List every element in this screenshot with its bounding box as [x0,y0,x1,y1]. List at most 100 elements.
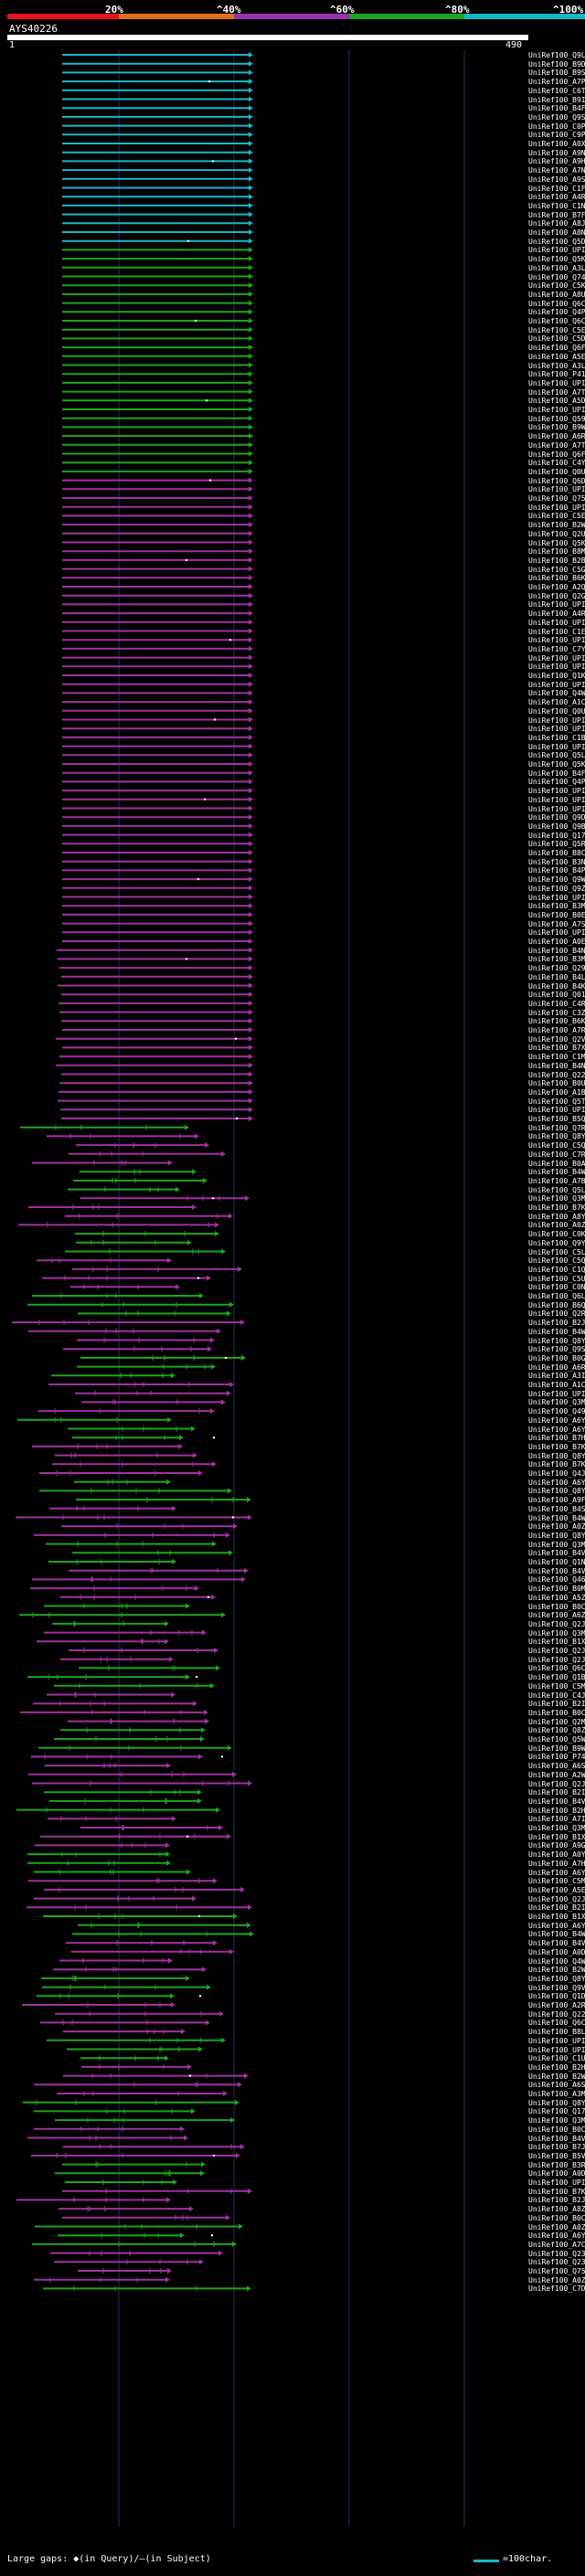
hit-label[interactable]: UniRef100_UPI000.. [528,742,585,751]
hit-label[interactable]: UniRef100_Q2V3U9 [528,1034,585,1044]
hit-row[interactable] [32,2241,237,2247]
hit-label[interactable]: UniRef100_B4W1D3 [528,1168,585,1177]
hit-row[interactable] [45,1763,171,1769]
hit-label[interactable]: UniRef100_B4KS05 [528,981,585,991]
hit-label[interactable]: UniRef100_Q9DEJ1 [528,813,585,822]
hit-row[interactable] [62,885,253,891]
hit-label[interactable]: UniRef100_A0ZL70 [528,2222,585,2231]
hit-row[interactable] [49,1505,176,1511]
hit-label[interactable]: UniRef100_Q0U7Q7 [528,467,585,476]
hit-row[interactable] [22,2002,176,2008]
hit-label[interactable]: UniRef100_C6TD87 [528,86,585,95]
hit-row[interactable] [62,743,253,749]
hit-row[interactable] [62,335,253,342]
hit-label[interactable]: UniRef100_B2HRC0 [528,2062,585,2072]
hit-row[interactable] [62,929,253,936]
hit-label[interactable]: UniRef100_B4NBB6 [528,1061,585,1070]
hit-label[interactable]: UniRef100_B0ATD5 [528,1159,585,1168]
hit-label[interactable]: UniRef100_Q4WGG3 [528,689,585,698]
hit-label[interactable]: UniRef100_B0EB05 [528,910,585,919]
hit-row[interactable] [27,1851,170,1858]
hit-label[interactable]: UniRef100_A7TQB2 [528,387,585,397]
hit-row[interactable] [68,1186,180,1193]
hit-row[interactable] [60,1107,253,1113]
hit-label[interactable]: UniRef100_UPI000.. [528,787,585,796]
hit-label[interactable]: UniRef100_A9GS46 [528,1841,585,1850]
hit-label[interactable]: UniRef100_Q59V90 [528,414,585,423]
hit-label[interactable]: UniRef100_Q9S545 [528,1345,585,1354]
hit-label[interactable]: UniRef100_UPI000.. [528,1106,585,1115]
hit-row[interactable] [62,584,253,589]
hit-row[interactable] [62,681,253,687]
hit-label[interactable]: UniRef100_UPI000.. [528,725,585,734]
hit-row[interactable] [52,1620,169,1627]
hit-row[interactable] [27,1674,198,1680]
hit-label[interactable]: UniRef100_Q4PA04 [528,308,585,317]
hit-row[interactable] [63,2072,249,2079]
hit-row[interactable] [62,805,253,811]
hit-label[interactable]: UniRef100_Q23258 [528,2249,585,2258]
hit-row[interactable] [77,1337,215,1343]
hit-label[interactable]: UniRef100_C4R0J6 [528,999,585,1008]
hit-row[interactable] [69,1567,249,1574]
hit-row[interactable] [34,2082,242,2088]
hit-label[interactable]: UniRef100_B8MKK1 [528,547,585,557]
hit-row[interactable] [44,1629,207,1636]
hit-label[interactable]: UniRef100_A2RVE8 [528,2001,585,2009]
hit-row[interactable] [62,441,253,448]
hit-label[interactable]: UniRef100_A8ZM59 [528,2205,585,2214]
hit-label[interactable]: UniRef100_B0U1B1 [528,1079,585,1088]
hit-label[interactable]: UniRef100_Q5D0Y8 [528,237,585,246]
hit-label[interactable]: UniRef100_Q6D7P8 [528,476,585,485]
hit-label[interactable]: UniRef100_B4S1S2 [528,1504,585,1513]
hit-label[interactable]: UniRef100_B2J057 [528,2196,585,2205]
hit-label[interactable]: UniRef100_A7SFV1 [528,919,585,928]
hit-label[interactable]: UniRef100_UPI000.. [528,378,585,387]
hit-row[interactable] [59,1957,173,1964]
hit-row[interactable] [59,965,253,971]
hit-label[interactable]: UniRef100_A7IDV8 [528,1815,585,1824]
hit-row[interactable] [78,1310,231,1317]
hit-row[interactable] [62,894,253,900]
hit-row[interactable] [62,1027,253,1033]
hit-row[interactable] [54,2259,204,2265]
hit-label[interactable]: UniRef100_P41318 [528,370,585,379]
hit-row[interactable] [62,690,253,696]
hit-label[interactable]: UniRef100_B6Q0Z9 [528,1300,585,1309]
hit-label[interactable]: UniRef100_A8YG76 [528,1212,585,1221]
hit-label[interactable]: UniRef100_C1BWT3 [528,733,585,742]
hit-label[interactable]: UniRef100_B0CZ11 [528,2125,585,2134]
hit-label[interactable]: UniRef100_Q3MCX2 [528,1824,585,1832]
hit-row[interactable] [62,637,253,643]
hit-label[interactable]: UniRef100_A6S8D6 [528,1762,585,1771]
hit-label[interactable]: UniRef100_B4VI23 [528,1549,585,1558]
hit-label[interactable]: UniRef100_A9SYR9 [528,175,585,184]
hit-row[interactable] [62,318,253,323]
hit-row[interactable] [58,956,253,962]
hit-label[interactable]: UniRef100_Q8YM53 [528,1531,585,1540]
hit-label[interactable]: UniRef100_Q17QU5 [528,831,585,840]
hit-label[interactable]: UniRef100_UPI000.. [528,406,585,414]
hit-row[interactable] [39,1488,232,1494]
hit-label[interactable]: UniRef100_B5Q5I1 [528,1115,585,1123]
hit-row[interactable] [62,398,253,404]
hit-row[interactable] [34,1895,197,1902]
hit-row[interactable] [62,220,253,227]
hit-row[interactable] [32,1576,246,1583]
hit-label[interactable]: UniRef100_B4PWX7 [528,866,585,875]
hit-label[interactable]: UniRef100_A2W162 [528,1770,585,1779]
hit-label[interactable]: UniRef100_Q01FE5 [528,991,585,1000]
hit-label[interactable]: UniRef100_Q5WGL6 [528,1735,585,1744]
hit-label[interactable]: UniRef100_A5E0N2 [528,1885,585,1894]
hit-label[interactable]: UniRef100_C1QYN4 [528,1265,585,1274]
hit-row[interactable] [62,353,253,359]
hit-label[interactable]: UniRef100_C1N2S1 [528,201,585,210]
hit-label[interactable]: UniRef100_Q6FRJ2 [528,344,585,353]
hit-label[interactable]: UniRef100_B7XB41 [528,1044,585,1053]
hit-row[interactable] [62,468,253,474]
hit-row[interactable] [68,1426,196,1432]
hit-label[interactable]: UniRef100_A9HYE4 [528,157,585,166]
hit-row[interactable] [62,326,253,333]
hit-label[interactable]: UniRef100_A6ZLL1 [528,1611,585,1620]
hit-row[interactable] [76,1142,209,1149]
